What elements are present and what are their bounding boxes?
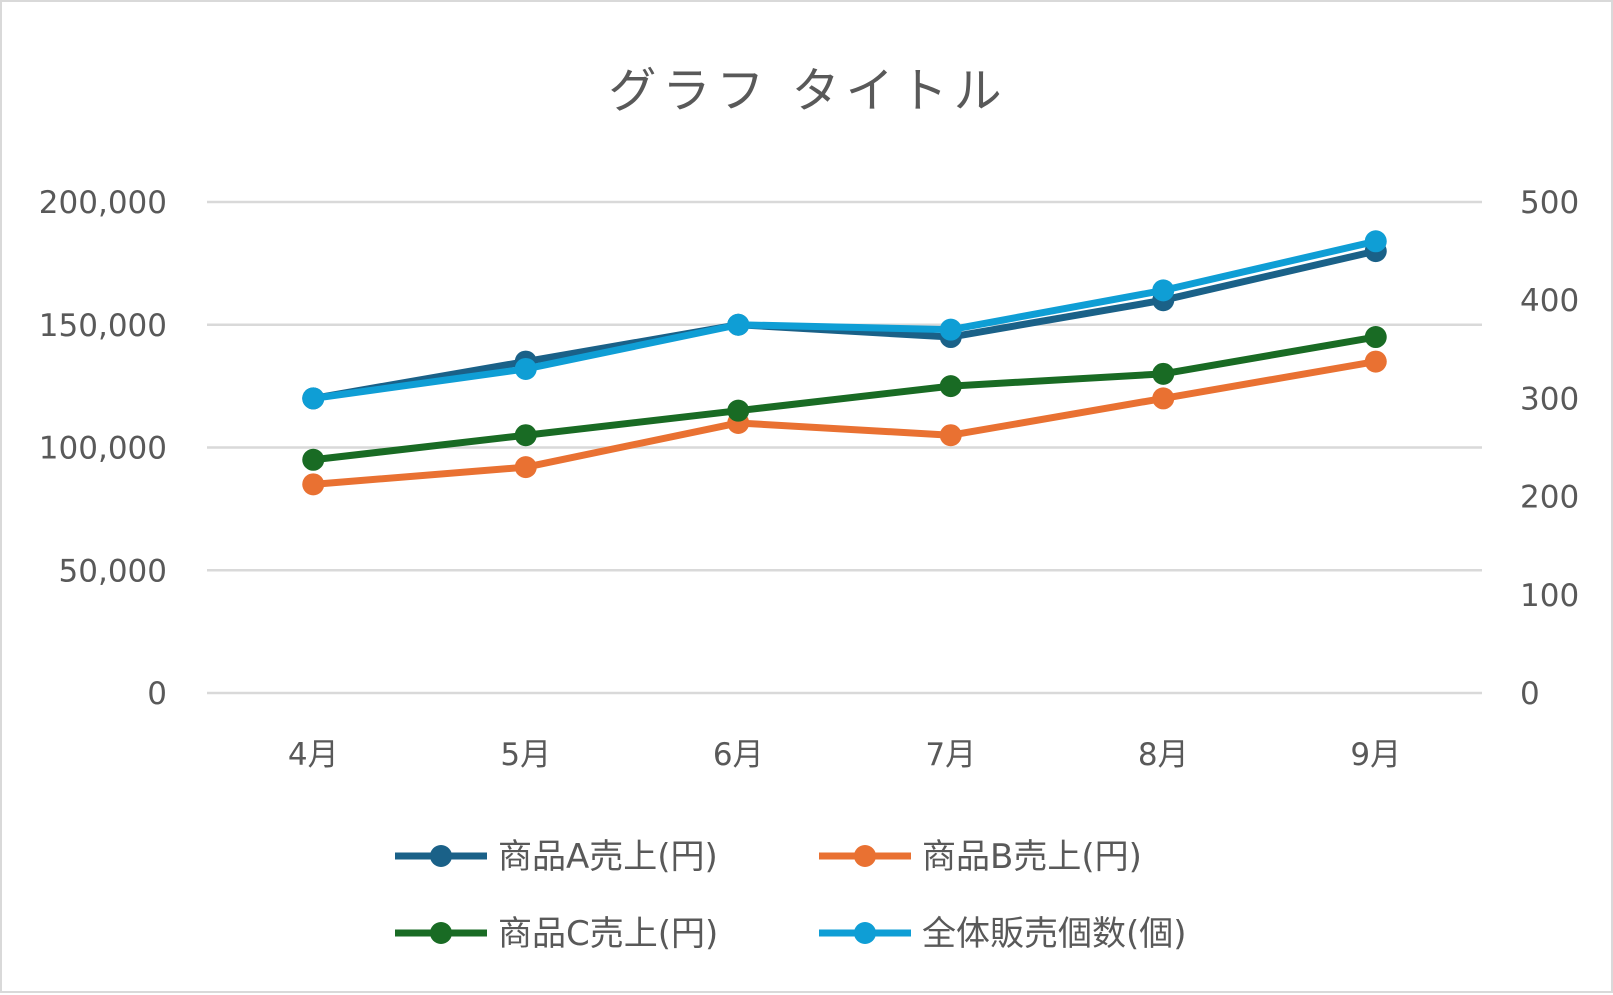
data-point	[1152, 387, 1175, 410]
right-axis-tick-label: 500	[1520, 185, 1579, 221]
chart-title: グラフ タイトル	[608, 63, 1007, 119]
x-axis-tick-label: 6月	[713, 737, 764, 773]
legend-marker	[854, 845, 876, 867]
x-axis-tick-label: 7月	[925, 737, 976, 773]
right-axis-tick-label: 200	[1520, 480, 1579, 516]
x-axis-tick-label: 9月	[1350, 737, 1401, 773]
left-axis-tick-label: 200,000	[39, 185, 167, 221]
data-point	[302, 387, 325, 410]
data-point	[727, 313, 750, 336]
series-line-3	[312, 333, 1377, 464]
right-axis-tick-label: 300	[1520, 381, 1579, 417]
data-point	[939, 424, 962, 447]
series-line-2	[312, 358, 1377, 488]
series-line-4	[312, 237, 1377, 402]
series-line-1	[312, 247, 1377, 402]
legend-label: 商品B売上(円)	[922, 837, 1142, 877]
legend-item: 全体販売個数(個)	[819, 914, 1187, 954]
legend-label: 商品C売上(円)	[498, 914, 718, 954]
data-point	[514, 456, 537, 479]
legend-label: 商品A売上(円)	[498, 837, 718, 877]
data-point	[1152, 362, 1175, 385]
left-axis-tick-label: 50,000	[59, 553, 167, 589]
data-point	[727, 399, 750, 422]
left-axis-tick-label: 100,000	[39, 431, 167, 467]
data-point	[514, 424, 537, 447]
legend-item: 商品B売上(円)	[819, 837, 1142, 877]
data-point	[514, 357, 537, 380]
data-point	[302, 448, 325, 471]
left-axis-tick-label: 0	[147, 676, 167, 712]
x-axis-tick-label: 8月	[1138, 737, 1189, 773]
legend-marker	[430, 922, 452, 944]
data-point	[1364, 230, 1387, 253]
data-point	[1152, 279, 1175, 302]
legend-label: 全体販売個数(個)	[922, 914, 1187, 954]
x-axis-tick-label: 4月	[288, 737, 339, 773]
legend-marker	[430, 845, 452, 867]
right-axis-tick-label: 400	[1520, 283, 1579, 319]
data-point	[1364, 350, 1387, 373]
right-axis-tick-label: 100	[1520, 578, 1579, 614]
left-axis-tick-label: 150,000	[39, 308, 167, 344]
data-point	[1364, 326, 1387, 349]
data-point	[302, 473, 325, 496]
legend-item: 商品C売上(円)	[395, 914, 718, 954]
legend-item: 商品A売上(円)	[395, 837, 718, 877]
data-point	[939, 318, 962, 341]
x-axis-tick-label: 5月	[500, 737, 551, 773]
right-axis-tick-label: 0	[1520, 676, 1540, 712]
data-point	[939, 375, 962, 398]
legend-marker	[854, 922, 876, 944]
